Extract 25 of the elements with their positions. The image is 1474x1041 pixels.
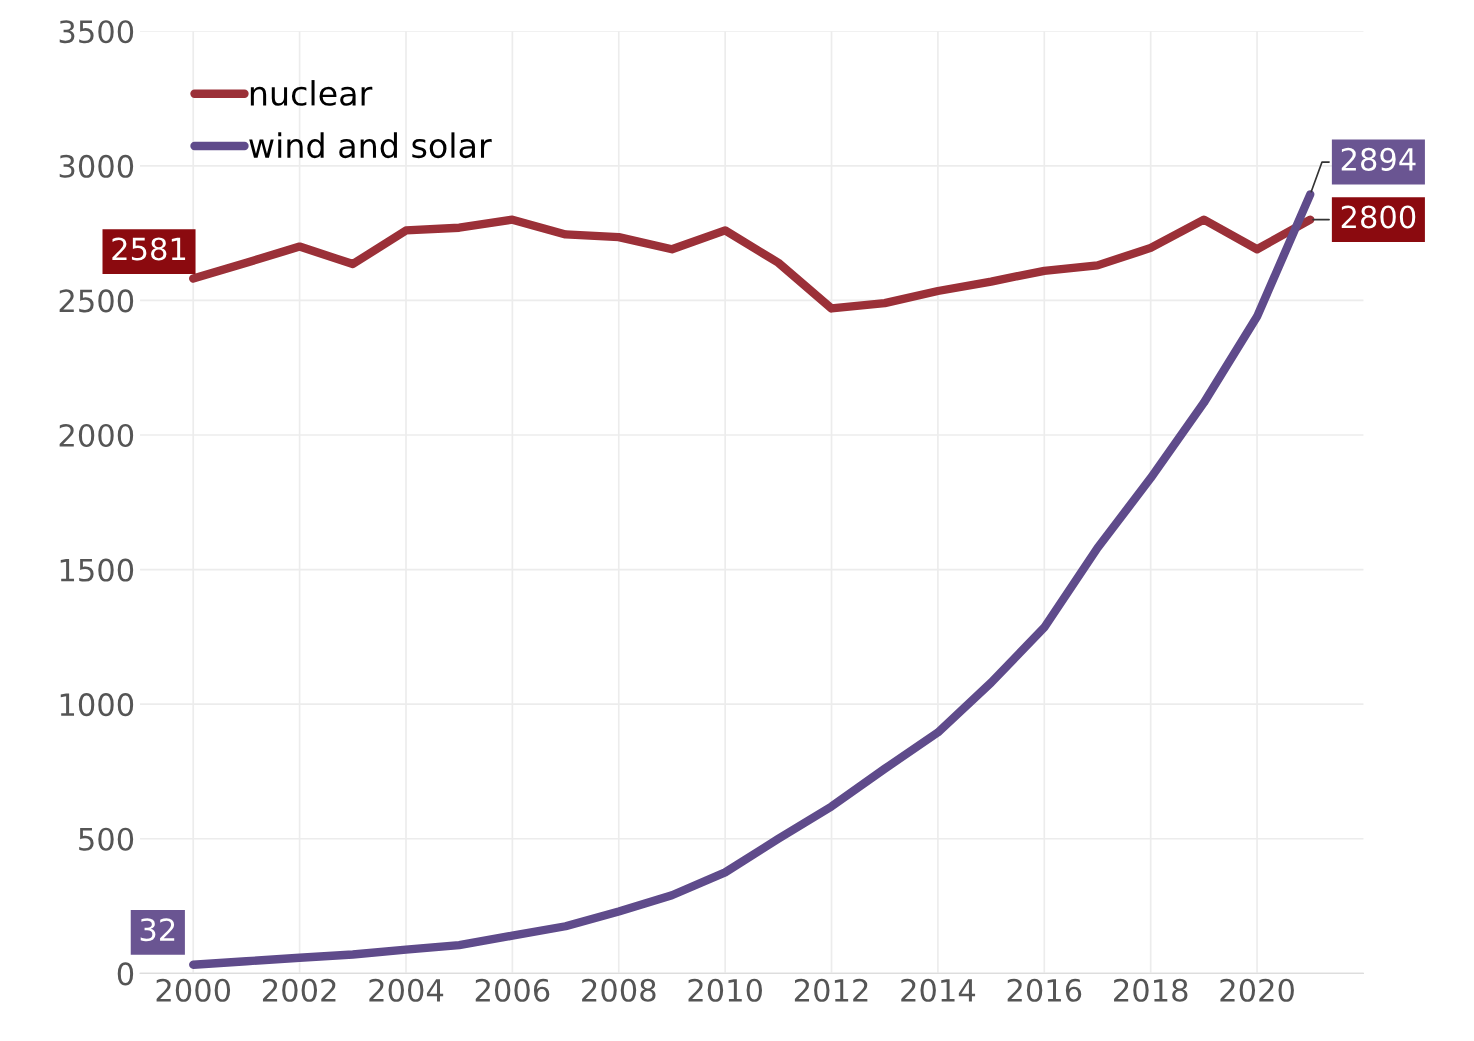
x-tick-label: 2000 [156, 978, 231, 1002]
x-tick-label: 2010 [688, 978, 762, 1002]
x-tick-label: 2008 [582, 978, 656, 1002]
y-tick-label: 2000 [59, 423, 134, 448]
y-tick-label: 1500 [60, 558, 134, 582]
x-tick-label: 2016 [1007, 978, 1082, 1002]
data-label: 32 [140, 918, 175, 942]
x-tick-label: 2012 [794, 978, 868, 1002]
y-tick-label: 500 [79, 827, 134, 851]
legend-label: nuclear [250, 80, 373, 106]
x-tick-label: 2002 [262, 978, 336, 1002]
y-tick-label: 1000 [60, 693, 134, 717]
x-tick-label: 2004 [369, 978, 444, 1002]
y-tick-label: 2500 [59, 289, 134, 313]
legend-label: wind and solar [249, 132, 492, 159]
y-tick-label: 0 [117, 962, 134, 986]
data-label: 2894 [1341, 147, 1416, 171]
y-tick-label: 3000 [59, 154, 134, 178]
x-tick-label: 2020 [1220, 978, 1294, 1002]
x-tick-label: 2006 [475, 978, 550, 1002]
y-tick-label: 3500 [59, 20, 134, 44]
x-tick-label: 2018 [1114, 978, 1188, 1002]
x-tick-label: 2014 [901, 978, 976, 1002]
data-label: 2581 [112, 237, 186, 261]
data-label: 2800 [1341, 205, 1416, 229]
